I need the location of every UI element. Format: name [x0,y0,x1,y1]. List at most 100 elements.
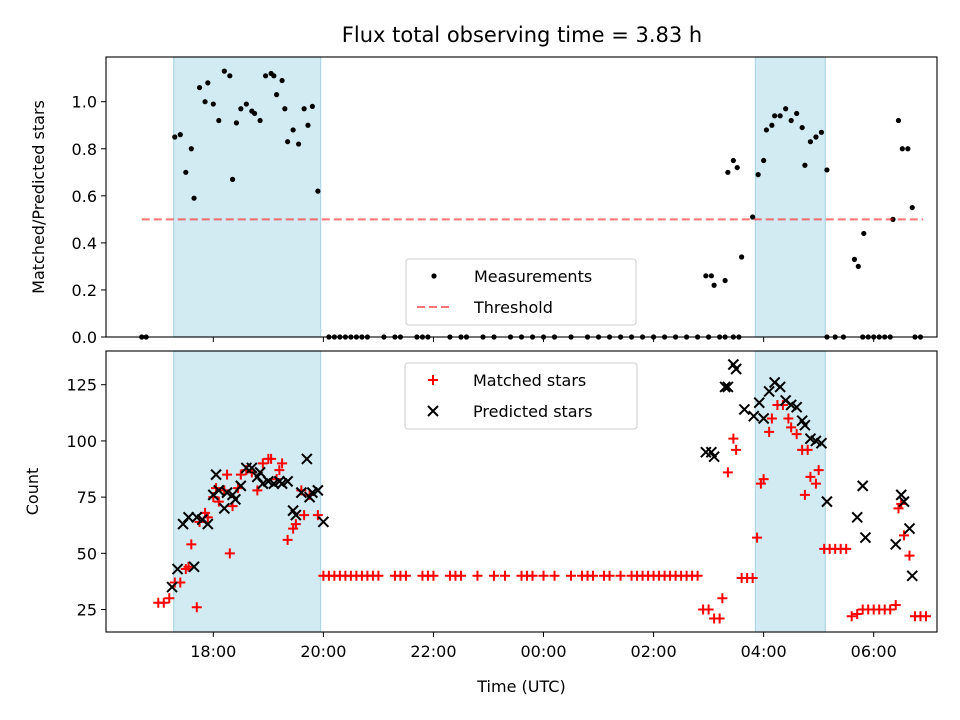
predicted-star-point [815,437,828,449]
y-tick-label: 125 [66,376,97,395]
observing-window-band [754,56,826,338]
measurement-point [761,157,767,164]
y-tick-label: 0.2 [72,281,97,300]
measurement-point [296,141,302,147]
measurement-point [262,73,269,79]
matched-star-point [183,561,194,572]
measurement-point [177,132,183,138]
y-tick-label: 0.0 [72,328,97,347]
predicted-star-point [774,381,786,393]
matched-star-point [802,444,813,455]
matched-star-point [813,465,824,476]
legend: Measurements Threshold [405,258,637,326]
measurement-point [813,134,819,140]
matched-star-point [920,611,931,622]
matched-star-point [898,530,909,541]
measurement-point [271,73,277,79]
predicted-star-point [722,381,734,393]
measurement-point [227,73,233,79]
predicted-star-point [898,495,910,508]
matched-star-point [499,570,510,581]
measurement-point [824,167,830,173]
measurement-point [777,113,783,119]
matched-star-point [747,573,758,584]
measurement-point [229,176,236,182]
measurement-point [772,113,778,119]
predicted-star-point [851,511,863,524]
predicted-star-point [301,453,313,465]
measurement-point [730,157,736,164]
legend-box [404,362,638,430]
matched-star-point [257,458,268,469]
predicted-star-point [290,509,302,521]
measurement-point [783,106,789,112]
measurement-point [851,256,858,262]
predicted-star-point [757,412,770,425]
matched-star-point [615,570,626,581]
x-tick-label: 20:00 [300,642,346,661]
matched-star-point [786,422,797,433]
measurement-point [725,169,731,175]
x-tick-label: 00:00 [520,642,566,661]
matched-star-point [703,604,714,615]
y-axis-label: Count [23,468,42,516]
observing-window-band [754,350,826,633]
matched-star-point [841,543,852,554]
y-tick-label: 50 [77,544,97,563]
measurement-point [274,92,280,98]
legend: Matched stars Predicted stars [404,362,638,430]
matched-star-point [213,496,224,507]
measurement-point [183,169,189,175]
x-tick-label: 04:00 [741,642,787,661]
matched-star-point [235,469,246,480]
matched-star-point [527,570,538,581]
matched-star-point [252,485,263,496]
x-tick-label: 06:00 [851,642,897,661]
predicted-star-point [171,563,184,575]
axes-frame [105,56,938,338]
predicted-star-point [246,462,258,474]
matched-star-point [904,550,915,561]
predicted-star-point [708,450,720,463]
predicted-star-point [738,403,751,416]
legend-marker-measurement [431,273,437,279]
measurement-point [202,99,208,105]
matched-star-point [731,444,742,455]
matched-star-point [777,399,788,410]
measurement-point [216,117,222,124]
predicted-star-point [254,466,266,479]
matched-star-point [566,570,577,581]
predicted-star-point [903,522,916,535]
matched-star-point [186,539,197,550]
matched-star-point [766,413,777,424]
legend-label: Predicted stars [473,402,593,421]
predicted-star-point [281,475,294,488]
predicted-star-point [166,581,178,593]
measurement-point [802,162,808,168]
measurement-point [196,84,203,91]
matched-star-point [799,489,810,500]
matched-star-point [455,570,466,581]
matched-star-point [282,534,293,545]
matched-star-point [400,570,411,581]
matched-star-point [758,474,769,485]
matched-star-point [728,433,739,444]
matched-star-point [191,602,202,613]
measurement-point [172,134,178,140]
observing-window-band [173,350,322,633]
y-tick-label: 25 [77,601,97,620]
measurement-point [788,117,794,124]
predicted-star-point [790,401,803,413]
measurement-point [305,122,311,128]
measurement-point [739,254,745,260]
measurement-point [763,127,769,133]
matched-star-point [588,570,599,581]
predicted-star-point [202,518,214,530]
predicted-star-point [210,468,222,481]
measurement-point [191,195,197,201]
predicted-star-point [213,484,225,497]
measurement-point [703,273,709,279]
predicted-star-point [730,363,742,375]
measurement-point [750,214,756,220]
predicted-star-point [188,561,200,573]
